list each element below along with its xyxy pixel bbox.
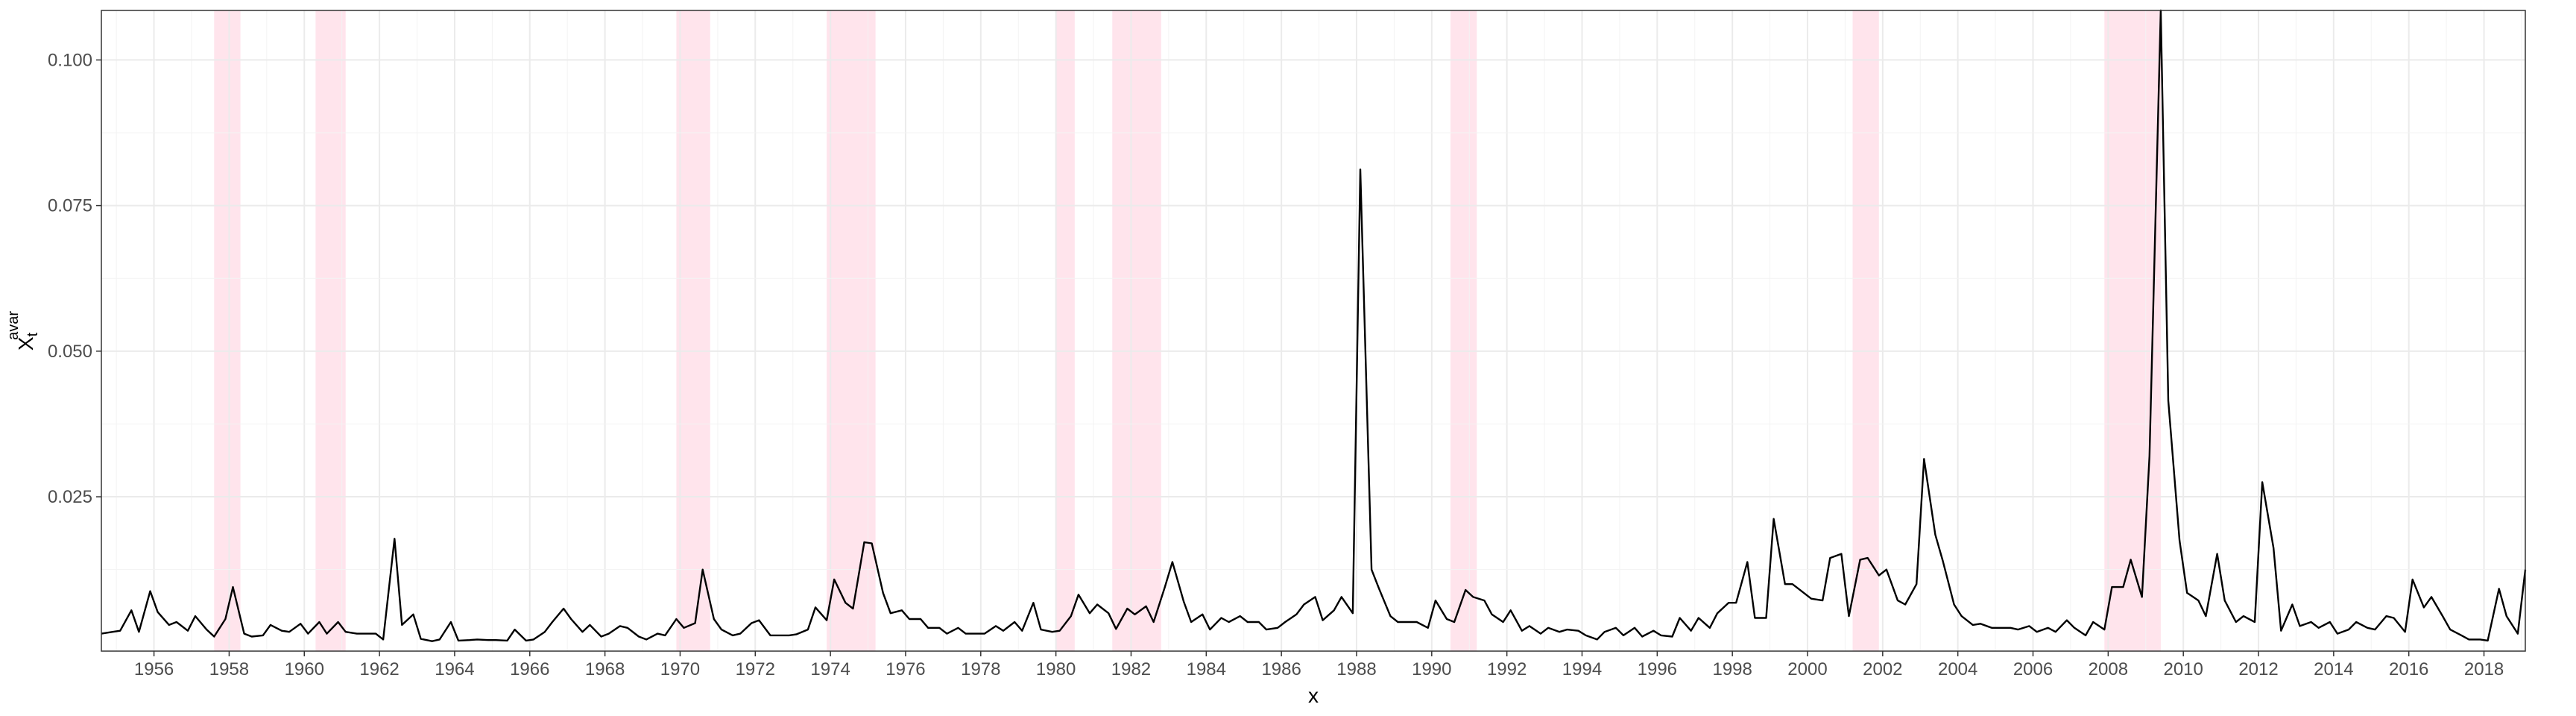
x-tick-label: 2000 — [1787, 659, 1827, 679]
y-axis-title: Xtavar — [5, 311, 41, 351]
x-tick-label: 1976 — [886, 659, 925, 679]
x-tick-label: 1958 — [209, 659, 249, 679]
x-tick-label: 1986 — [1261, 659, 1301, 679]
x-tick-label: 2018 — [2464, 659, 2504, 679]
recession-band-8 — [2104, 10, 2161, 651]
x-axis-title: x — [1308, 684, 1319, 707]
x-tick-label: 1974 — [810, 659, 850, 679]
x-tick-label: 1990 — [1412, 659, 1451, 679]
series-layer — [101, 9, 2527, 642]
recession-band-0 — [214, 10, 241, 651]
x-tick-label: 1996 — [1638, 659, 1677, 679]
x-tick-label: 1988 — [1336, 659, 1376, 679]
y-tick-label: 0.050 — [48, 342, 92, 362]
x-tick-label: 2016 — [2389, 659, 2428, 679]
recession-band-4 — [1055, 10, 1075, 651]
x-tick-label: 2006 — [2013, 659, 2053, 679]
x-tick-label: 1966 — [510, 659, 549, 679]
x-tick-label: 1970 — [660, 659, 700, 679]
x-tick-label: 1982 — [1111, 659, 1151, 679]
recession-band-1 — [315, 10, 346, 651]
recession-band-5 — [1112, 10, 1161, 651]
x-tick-label: 1972 — [736, 659, 775, 679]
x-tick-label: 1992 — [1487, 659, 1527, 679]
series-line-0 — [101, 9, 2527, 642]
x-tick-label: 1978 — [961, 659, 1000, 679]
x-tick-label: 1960 — [285, 659, 324, 679]
x-tick-label: 2014 — [2314, 659, 2353, 679]
x-tick-label: 1956 — [134, 659, 174, 679]
x-tick-label: 2012 — [2238, 659, 2278, 679]
x-tick-label: 1980 — [1036, 659, 1076, 679]
x-tick-label: 2008 — [2089, 659, 2128, 679]
y-axis-title-base: X — [14, 336, 37, 351]
y-tick-label: 0.025 — [48, 487, 92, 507]
x-tick-label: 2010 — [2163, 659, 2203, 679]
x-axis-ticks: 1956 1958 1960 1962 1964 1966 1968 1970 1972 1974… — [134, 651, 2504, 679]
y-tick-label: 0.075 — [48, 196, 92, 216]
x-tick-label: 1968 — [585, 659, 625, 679]
panel-border — [101, 10, 2526, 652]
y-axis-ticks: 0.025 0.050 0.075 0.100 — [48, 50, 101, 507]
y-axis-title-superscript: avar — [5, 311, 22, 340]
y-axis-title-subscript: t — [25, 332, 41, 336]
recession-band-7 — [1852, 10, 1879, 651]
x-tick-label: 2002 — [1863, 659, 1902, 679]
x-tick-label: 1994 — [1562, 659, 1602, 679]
x-tick-label: 1964 — [435, 659, 474, 679]
x-tick-label: 1962 — [359, 659, 399, 679]
x-tick-label: 1998 — [1712, 659, 1752, 679]
y-tick-label: 0.100 — [48, 50, 92, 70]
recession-shading-layer — [214, 10, 2161, 651]
recession-band-2 — [676, 10, 710, 651]
grid-layer — [101, 10, 2525, 651]
recession-band-3 — [827, 10, 876, 651]
x-tick-label: 1984 — [1187, 659, 1226, 679]
x-tick-label: 2004 — [1938, 659, 1977, 679]
recession-band-6 — [1450, 10, 1477, 651]
